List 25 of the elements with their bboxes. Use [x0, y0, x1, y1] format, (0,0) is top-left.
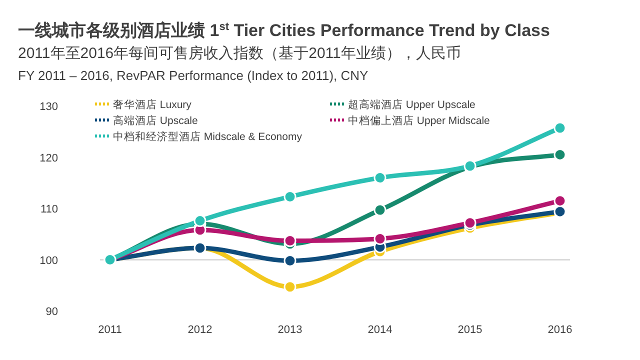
y-tick-label: 110 — [40, 204, 58, 216]
legend-label: 超高端酒店 Upper Upscale — [348, 98, 476, 111]
point — [194, 214, 206, 228]
y-tick-label: 120 — [40, 152, 58, 164]
x-tick-label: 2013 — [278, 324, 302, 336]
point — [374, 204, 386, 216]
y-tick-label: 90 — [46, 306, 58, 318]
x-tick-label: 2012 — [188, 324, 212, 336]
legend-label: 中档偏上酒店 Upper Midscale — [348, 114, 490, 127]
point — [554, 122, 566, 134]
x-tick-label: 2015 — [458, 324, 482, 336]
point — [284, 234, 296, 248]
chart-subtitle: 2011年至2016年每间可售房收入指数（基于2011年业绩），人民币 FY 2011 – 2016, RevPAR Performance (Index to 2011), CNY — [18, 45, 461, 83]
point — [374, 172, 386, 184]
point — [554, 194, 566, 208]
chart-title: 一线城市各级别酒店业绩 1$^{st}$ Tier Cities Performance Trend by Class — [18, 21, 550, 40]
legend-label: 奢华酒店 Luxury — [113, 98, 192, 111]
x-tick-label: 2016 — [548, 324, 572, 336]
x-tick-label: 2014 — [368, 324, 392, 336]
legend-label: 中档和经济型酒店 Midscale & Economy — [113, 130, 303, 143]
legend-label: 高端酒店 Upscale — [113, 114, 198, 127]
y-tick-label: 100 — [40, 254, 58, 267]
point — [284, 280, 296, 294]
x-tick-label: 2011 — [98, 324, 122, 336]
y-tick-label: 130 — [40, 101, 58, 113]
